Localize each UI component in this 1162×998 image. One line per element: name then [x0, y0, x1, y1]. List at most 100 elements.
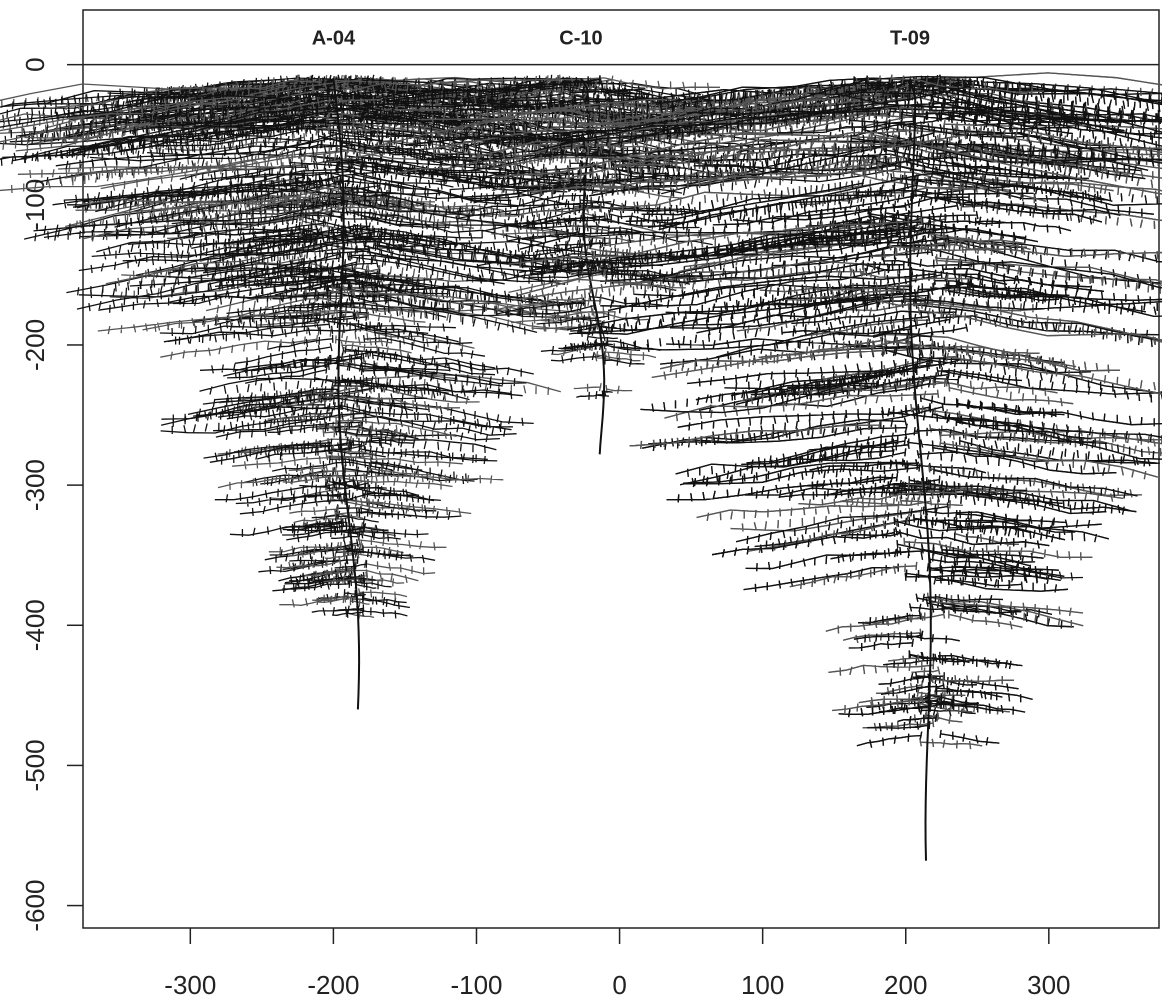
lateral-root: [919, 706, 976, 717]
root-system: [405, 72, 1162, 861]
lateral-root: [611, 312, 931, 351]
lateral-root: [360, 498, 472, 517]
lateral-root: [325, 451, 463, 468]
lateral-root: [335, 504, 373, 514]
lateral-root: [933, 466, 1138, 499]
lateral-root: [97, 308, 338, 335]
lateral-root: [604, 347, 657, 361]
lateral-root: [919, 393, 1065, 418]
lateral-root: [357, 588, 408, 600]
lateral-root: [746, 436, 907, 466]
lateral-root: [902, 121, 1162, 151]
lateral-root: [362, 374, 561, 395]
lateral-root: [341, 401, 512, 433]
lateral-root: [244, 365, 328, 386]
lateral-root: [536, 311, 610, 327]
lateral-root: [330, 283, 570, 320]
lateral-root: [939, 651, 1019, 669]
lateral-root: [889, 74, 1044, 95]
lateral-root: [0, 94, 292, 138]
x-tick-label: -300: [164, 970, 216, 998]
lateral-root: [641, 260, 905, 283]
y-tick-label: -400: [20, 599, 50, 651]
lateral-root: [629, 420, 881, 449]
lateral-root: [828, 661, 935, 676]
lateral-root: [528, 267, 605, 281]
lateral-root: [730, 507, 923, 532]
lateral-root: [340, 341, 412, 356]
lateral-root: [304, 517, 343, 530]
lateral-root: [362, 489, 441, 504]
lateral-root: [234, 342, 333, 366]
lateral-root: [313, 373, 449, 397]
lateral-root: [563, 341, 597, 352]
x-tick-label: 100: [741, 970, 784, 998]
lateral-root: [212, 409, 367, 434]
lateral-root: [495, 299, 586, 317]
lateral-root: [334, 335, 393, 347]
lateral-root: [335, 417, 457, 439]
lateral-root: [603, 387, 613, 396]
lateral-root: [921, 545, 1032, 569]
lateral-root: [609, 278, 686, 292]
lateral-root: [910, 404, 1162, 447]
lateral-root: [363, 472, 504, 484]
lateral-root: [217, 466, 337, 490]
lateral-root: [229, 518, 345, 538]
lateral-root: [735, 502, 950, 544]
lateral-root: [331, 444, 376, 457]
lateral-root: [916, 285, 1162, 311]
plot-frame: [82, 9, 1160, 929]
y-tick-label: -600: [20, 880, 50, 932]
lateral-root: [119, 119, 304, 153]
lateral-root: [718, 125, 919, 152]
lateral-root: [926, 563, 1000, 578]
lateral-root: [325, 478, 369, 492]
tap-root: [580, 78, 606, 455]
y-tick-label: -300: [20, 459, 50, 511]
lateral-root: [68, 124, 282, 154]
lateral-root: [106, 212, 342, 238]
lateral-root: [288, 463, 329, 474]
lateral-root: [882, 256, 972, 269]
lateral-root: [849, 475, 941, 493]
lateral-root: [350, 251, 424, 264]
lateral-root: [693, 153, 958, 172]
lateral-root: [363, 559, 436, 576]
lateral-root: [342, 548, 371, 559]
lateral-root: [349, 597, 370, 607]
lateral-root: [504, 214, 613, 229]
lateral-root: [748, 515, 909, 553]
y-tick-label: 0: [20, 57, 50, 71]
lateral-root: [64, 148, 384, 182]
lateral-root: [832, 695, 924, 714]
lateral-root: [935, 684, 1003, 700]
lateral-root: [45, 75, 362, 131]
lateral-root: [349, 298, 538, 335]
lateral-root: [932, 377, 1058, 396]
lateral-root: [941, 602, 1022, 616]
lateral-root: [929, 479, 1028, 494]
lateral-root: [791, 308, 957, 327]
lateral-root: [358, 508, 412, 520]
lateral-root: [866, 721, 931, 732]
lateral-root: [483, 75, 601, 97]
lateral-root: [842, 224, 968, 248]
lateral-root: [888, 654, 920, 664]
lateral-root: [396, 89, 565, 109]
lateral-root: [586, 332, 618, 342]
lateral-root: [939, 729, 1000, 746]
lateral-root: [876, 680, 923, 696]
lateral-root: [2, 136, 312, 161]
lateral-root: [678, 232, 882, 274]
lateral-root: [884, 345, 1091, 375]
lateral-root: [758, 336, 884, 360]
lateral-root: [326, 234, 406, 249]
lateral-root: [163, 320, 331, 345]
lateral-root: [592, 165, 881, 196]
lateral-root: [167, 322, 380, 345]
lateral-root: [936, 366, 1022, 384]
lateral-root: [156, 194, 302, 214]
plant-label: A-04: [312, 28, 356, 50]
